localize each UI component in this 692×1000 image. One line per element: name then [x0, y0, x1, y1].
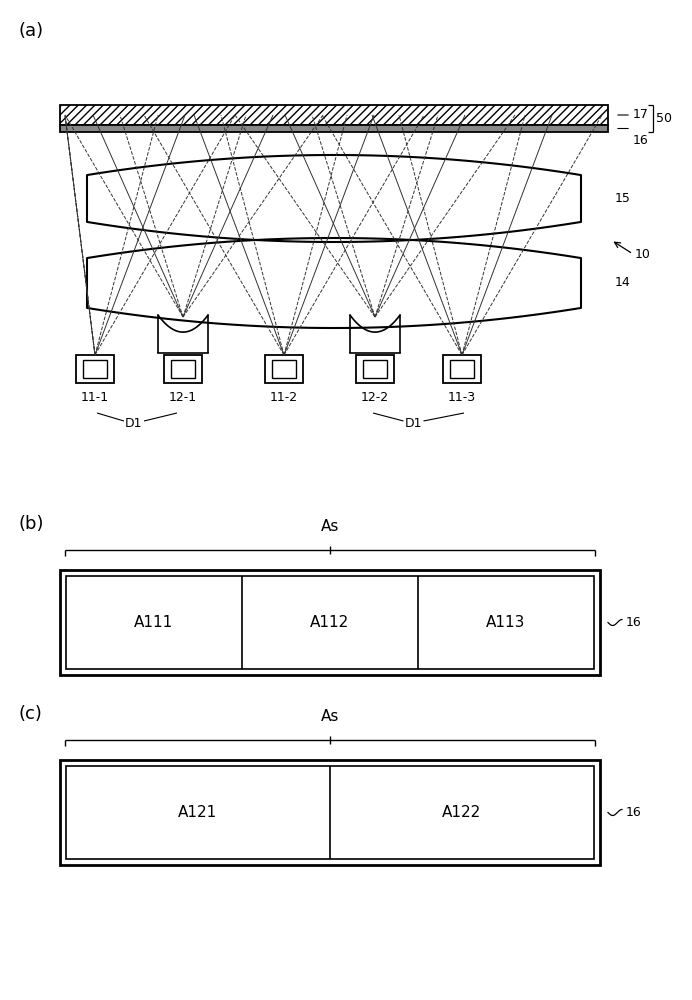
- Bar: [272, 360, 296, 378]
- Bar: [164, 355, 202, 383]
- Text: 15: 15: [615, 192, 631, 205]
- Text: 16: 16: [633, 134, 649, 147]
- Text: 11-1: 11-1: [81, 391, 109, 404]
- Text: 50: 50: [656, 112, 672, 125]
- Bar: [60, 570, 600, 675]
- Text: 11-3: 11-3: [448, 391, 476, 404]
- Text: As: As: [321, 519, 339, 534]
- Bar: [76, 355, 114, 383]
- Text: 10: 10: [635, 247, 651, 260]
- Bar: [60, 105, 608, 125]
- Text: 12-2: 12-2: [361, 391, 389, 404]
- Bar: [66, 766, 594, 859]
- Text: 16: 16: [626, 806, 641, 819]
- Bar: [60, 125, 608, 132]
- Text: 17: 17: [633, 108, 649, 121]
- Text: 11-2: 11-2: [270, 391, 298, 404]
- Text: A111: A111: [134, 615, 174, 630]
- Bar: [66, 576, 594, 669]
- Text: A112: A112: [311, 615, 349, 630]
- Bar: [443, 355, 481, 383]
- Text: A121: A121: [179, 805, 217, 820]
- Bar: [83, 360, 107, 378]
- Text: 14: 14: [615, 276, 630, 290]
- Bar: [363, 360, 387, 378]
- Bar: [356, 355, 394, 383]
- Text: 16: 16: [626, 616, 641, 629]
- Text: A113: A113: [486, 615, 526, 630]
- Bar: [265, 355, 303, 383]
- Text: 12-1: 12-1: [169, 391, 197, 404]
- Bar: [60, 760, 600, 865]
- Text: D1: D1: [125, 417, 143, 430]
- Bar: [450, 360, 474, 378]
- Text: A122: A122: [442, 805, 482, 820]
- Text: (b): (b): [18, 515, 44, 533]
- Text: As: As: [321, 709, 339, 724]
- Text: D1: D1: [405, 417, 422, 430]
- Bar: [171, 360, 195, 378]
- Text: (c): (c): [18, 705, 42, 723]
- Text: (a): (a): [18, 22, 43, 40]
